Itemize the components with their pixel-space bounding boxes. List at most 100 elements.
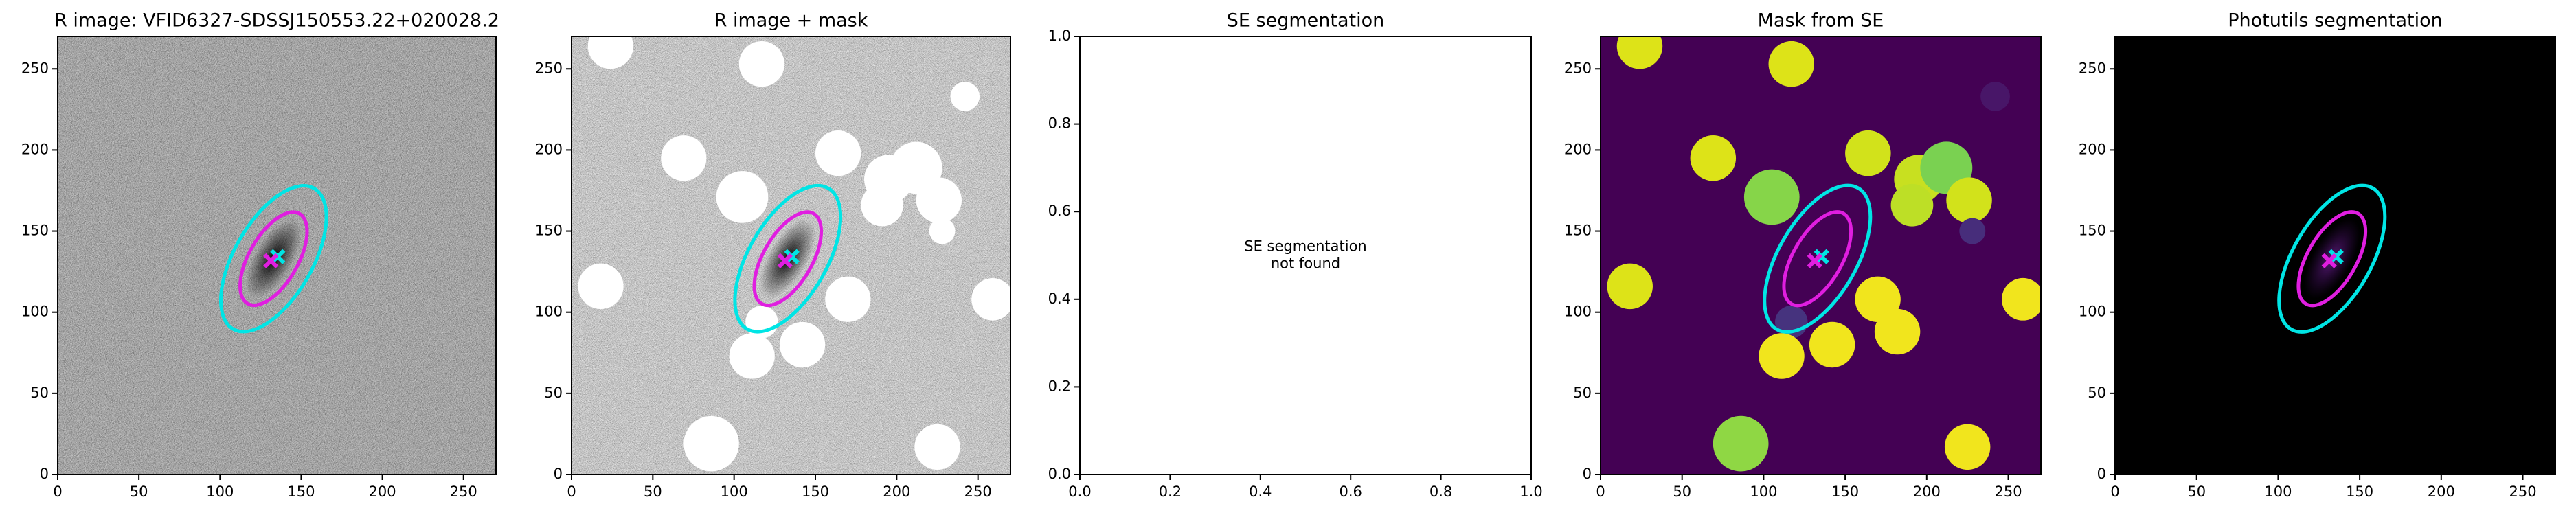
y-tick-label: 50 [2088,385,2106,401]
mask-region [578,263,624,310]
y-tick-label: 0.2 [1048,378,1071,394]
x-tick-label: 150 [2346,483,2373,500]
y-tick-label: 0 [2097,466,2106,482]
mask-region [825,276,871,322]
center-marker [777,253,793,268]
mask-region [1743,169,1800,225]
panel: 0 50 100 150 200 250 0 50 100 150 200 250 R image + … [535,10,1011,500]
y-tick-label: 250 [535,60,563,76]
x-tick-label: 0 [53,483,62,500]
y-tick-label: 150 [535,222,563,239]
x-tick-label: 0 [1596,483,1605,500]
y-tick-label: 100 [1564,304,1592,320]
mask-region [587,36,633,69]
axes-frame [571,36,1011,475]
mask-region [950,82,980,111]
x-tick-label: 0.2 [1159,483,1182,500]
y-tick-label: 200 [21,141,49,157]
mask-region [1616,36,1663,69]
mask-region [1845,130,1891,176]
y-tick-label: 100 [2079,304,2106,320]
mask-region [1690,135,1737,181]
annotation: SE segmentation [1244,238,1366,255]
x-tick-label: 0 [567,483,576,500]
x-tick-label: 50 [130,483,148,500]
mask-region [716,171,769,223]
y-tick-label: 0 [554,466,563,482]
aperture-ellipse [733,183,843,334]
center-marker [263,253,279,268]
aperture-ellipse [2296,210,2368,308]
mask-region [1946,177,1992,223]
mask-region [971,278,1010,321]
mask-region [1713,415,1769,472]
mask-region [1944,424,1991,470]
y-tick-label: 50 [1573,385,1592,401]
axes-frame [2114,36,2556,475]
y-tick-label: 200 [2079,141,2106,157]
x-tick-label: 200 [369,483,396,500]
y-tick-label: 200 [1564,141,1592,157]
x-tick-label: 0.6 [1339,483,1362,500]
x-tick-label: 150 [287,483,315,500]
panel: 0 50 100 150 200 250 0 50 100 150 200 250 Photutils … [2079,10,2556,500]
axes-frame [1600,36,2042,475]
y-tick-label: 250 [1564,60,1592,76]
y-tick-label: 100 [21,304,49,320]
plot-area [572,36,1010,474]
x-tick-label: 200 [1913,483,1941,500]
x-tick-label: 50 [1673,483,1691,500]
x-tick-label: 0.8 [1430,483,1452,500]
x-tick-label: 150 [802,483,829,500]
plot-area [58,36,496,474]
aperture-ellipse [1782,210,1853,308]
mask-region [729,333,775,379]
x-tick-label: 200 [883,483,910,500]
axes-frame [1079,36,1532,475]
aperture-ellipse [752,210,824,308]
y-tick-label: 150 [21,222,49,239]
mask-region [916,177,962,223]
y-tick-label: 150 [1564,222,1592,239]
x-tick-label: 200 [2428,483,2455,500]
x-tick-label: 100 [1750,483,1777,500]
y-tick-label: 0.8 [1048,115,1071,132]
mask-region [914,424,960,470]
x-tick-label: 250 [964,483,992,500]
mask-region [738,41,785,87]
mask-region [745,306,778,339]
mask-region [1768,41,1815,87]
x-tick-label: 100 [2264,483,2292,500]
annotation: not found [1271,255,1340,272]
mask-region [1607,263,1653,310]
mask-region [683,415,739,472]
x-tick-label: 0.4 [1249,483,1272,500]
aperture-ellipse [2277,183,2387,334]
y-tick-label: 0 [1583,466,1592,482]
background [1080,36,1531,474]
x-tick-label: 1.0 [1519,483,1542,500]
x-tick-label: 250 [450,483,477,500]
mask-region [1759,333,1805,379]
mask-region [779,321,826,368]
panel-title: Mask from SE [1758,10,1884,32]
panel-title: SE segmentation [1227,10,1384,32]
mask-region [2002,277,2041,321]
y-tick-label: 50 [544,385,563,401]
mask-region [661,135,707,181]
aperture-ellipse [238,210,309,308]
panel-title: R image + mask [714,10,868,32]
axes-frame [57,36,497,475]
mask-region [1874,308,1921,355]
x-tick-label: 50 [2187,483,2206,500]
mask-region [1890,183,1934,227]
x-tick-label: 150 [1831,483,1859,500]
y-tick-label: 200 [535,141,563,157]
y-tick-label: 250 [2079,60,2106,76]
plot-area [1080,36,1531,474]
y-tick-label: 250 [21,60,49,76]
x-tick-label: 50 [644,483,662,500]
x-tick-label: 0 [2110,483,2119,500]
x-tick-label: 250 [2509,483,2536,500]
